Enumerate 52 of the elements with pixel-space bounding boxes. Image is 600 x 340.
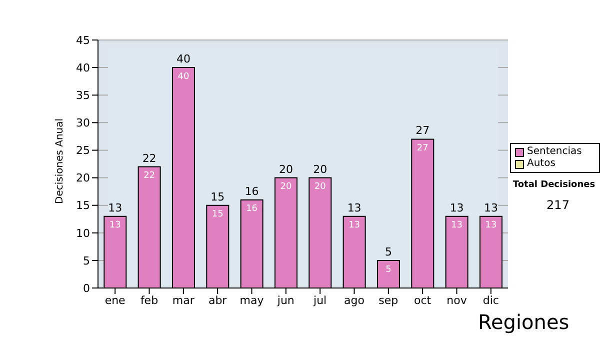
- y-tick-label: 40: [76, 61, 90, 74]
- x-tick-label: ago: [344, 294, 365, 307]
- total-label: 20: [313, 162, 328, 176]
- total-label: 13: [347, 201, 362, 214]
- data-label: 20: [314, 182, 326, 192]
- x-tick-label: feb: [140, 294, 158, 307]
- data-label: 5: [386, 264, 392, 275]
- x-tick-label: oct: [414, 294, 432, 307]
- x-tick-label: sep: [378, 294, 398, 307]
- y-tick-label: 0: [83, 282, 90, 295]
- total-label: 5: [384, 245, 392, 258]
- total-label: 40: [176, 52, 190, 66]
- x-tick-label: abr: [208, 294, 228, 307]
- x-tick-label: mar: [172, 294, 195, 307]
- data-label: 13: [109, 220, 121, 231]
- total-label: 20: [278, 162, 293, 176]
- total-label: 13: [108, 201, 122, 214]
- x-tick-label: dic: [482, 294, 499, 307]
- text: Total Decisiones: [512, 180, 596, 190]
- legend-label: Autos: [527, 158, 556, 170]
- x-tick-label: may: [240, 294, 264, 307]
- y-tick-label: 25: [76, 144, 90, 158]
- total-label: 13: [450, 201, 464, 214]
- total-label: 13: [484, 201, 498, 214]
- data-label: 27: [416, 144, 428, 154]
- y-axis-title: Decisiones Anual: [54, 118, 66, 204]
- x-tick-label: nov: [446, 294, 468, 307]
- total-label: 27: [416, 124, 430, 138]
- total-label: 22: [142, 152, 156, 165]
- x-tick-label: jun: [276, 294, 294, 307]
- text: 217: [546, 198, 570, 212]
- x-tick-label: ene: [104, 294, 126, 307]
- text: Regiones: [478, 310, 570, 334]
- y-tick-label: 45: [76, 34, 90, 47]
- x-tick-label: jul: [312, 294, 327, 307]
- y-tick-label: 30: [76, 116, 90, 130]
- data-label: 16: [246, 204, 258, 214]
- data-label: 20: [280, 182, 292, 192]
- data-label: 40: [178, 72, 190, 82]
- total-label: 15: [210, 190, 225, 204]
- y-tick-label: 5: [83, 254, 90, 268]
- legend-label: Sentencias: [527, 146, 582, 158]
- y-tick-label: 35: [76, 89, 90, 102]
- y-tick-label: 20: [76, 172, 90, 185]
- y-tick-label: 15: [76, 199, 90, 212]
- data-label: 15: [212, 210, 224, 220]
- total-label: 16: [244, 184, 259, 198]
- data-label: 22: [144, 171, 156, 182]
- y-tick-label: 10: [76, 226, 90, 240]
- data-label: 13: [348, 220, 360, 231]
- data-label: 13: [485, 220, 497, 231]
- data-label: 13: [451, 220, 463, 231]
